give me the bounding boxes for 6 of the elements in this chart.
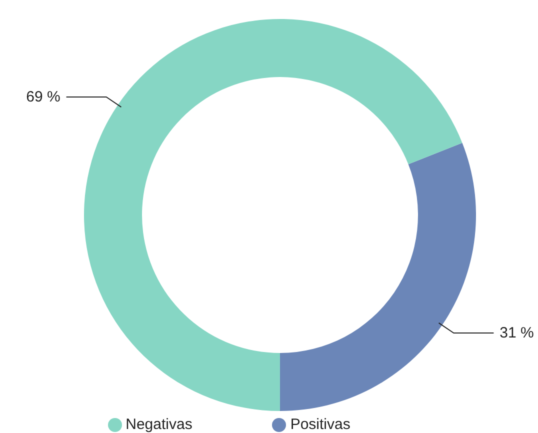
- legend-label: Positivas: [290, 416, 350, 433]
- data-label: 31 %: [500, 324, 534, 342]
- data-label: 69 %: [26, 88, 60, 106]
- donut-slice: [280, 142, 476, 411]
- donut-slice: [84, 19, 462, 411]
- legend-label: Negativas: [126, 416, 192, 433]
